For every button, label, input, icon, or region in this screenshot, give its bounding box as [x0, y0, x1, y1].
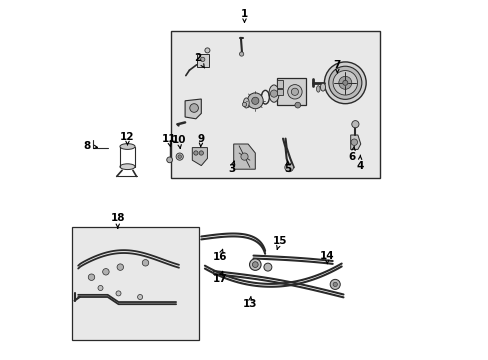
Text: 18: 18: [110, 213, 125, 228]
Polygon shape: [196, 54, 209, 67]
Text: 7: 7: [333, 60, 340, 73]
Bar: [72, 227, 199, 340]
Text: 13: 13: [242, 296, 257, 309]
Circle shape: [193, 151, 198, 155]
Ellipse shape: [243, 98, 249, 108]
Text: 3: 3: [228, 161, 235, 174]
Bar: [170, 31, 379, 178]
Circle shape: [291, 88, 298, 95]
Text: 10: 10: [171, 135, 186, 148]
Circle shape: [178, 155, 181, 158]
Ellipse shape: [120, 144, 135, 149]
Circle shape: [351, 121, 358, 128]
Circle shape: [142, 260, 148, 266]
Circle shape: [284, 163, 293, 172]
Circle shape: [102, 269, 109, 275]
Circle shape: [166, 157, 172, 163]
Ellipse shape: [268, 85, 279, 102]
Circle shape: [324, 62, 366, 104]
Circle shape: [98, 285, 103, 291]
Circle shape: [270, 90, 277, 97]
Circle shape: [350, 139, 357, 145]
Ellipse shape: [120, 164, 135, 170]
Circle shape: [252, 262, 258, 267]
Circle shape: [264, 263, 271, 271]
Circle shape: [116, 291, 121, 296]
Circle shape: [239, 52, 244, 56]
Circle shape: [117, 264, 123, 270]
Circle shape: [249, 259, 261, 270]
Circle shape: [176, 153, 183, 160]
Circle shape: [200, 57, 204, 62]
Circle shape: [199, 151, 203, 155]
Text: 16: 16: [212, 249, 227, 262]
Text: 5: 5: [284, 161, 291, 174]
Text: 6: 6: [348, 146, 355, 162]
Circle shape: [88, 274, 95, 280]
Polygon shape: [192, 148, 207, 166]
Text: 1: 1: [241, 9, 247, 22]
Circle shape: [287, 85, 302, 99]
Text: 17: 17: [212, 271, 227, 284]
Circle shape: [294, 102, 300, 108]
Ellipse shape: [320, 83, 325, 91]
Bar: [276, 80, 283, 88]
Circle shape: [247, 93, 263, 109]
Polygon shape: [185, 99, 201, 119]
Circle shape: [328, 66, 361, 99]
Polygon shape: [233, 144, 255, 169]
Circle shape: [241, 153, 247, 160]
Text: 9: 9: [197, 134, 204, 147]
Text: 8: 8: [83, 141, 97, 151]
Circle shape: [242, 102, 246, 107]
Polygon shape: [350, 135, 360, 149]
Text: 12: 12: [120, 132, 135, 145]
Circle shape: [332, 282, 337, 287]
Bar: [276, 89, 283, 95]
Circle shape: [332, 71, 357, 95]
Text: 4: 4: [355, 155, 363, 171]
Circle shape: [251, 97, 258, 104]
Circle shape: [204, 48, 209, 53]
Circle shape: [189, 104, 198, 112]
Bar: [276, 78, 305, 105]
Circle shape: [137, 294, 142, 300]
Text: 11: 11: [162, 134, 176, 147]
Circle shape: [342, 80, 347, 85]
Text: 2: 2: [194, 53, 204, 68]
Circle shape: [338, 76, 351, 89]
Text: 14: 14: [319, 251, 334, 264]
Circle shape: [329, 279, 340, 289]
Ellipse shape: [316, 86, 320, 92]
Text: 15: 15: [272, 236, 286, 249]
